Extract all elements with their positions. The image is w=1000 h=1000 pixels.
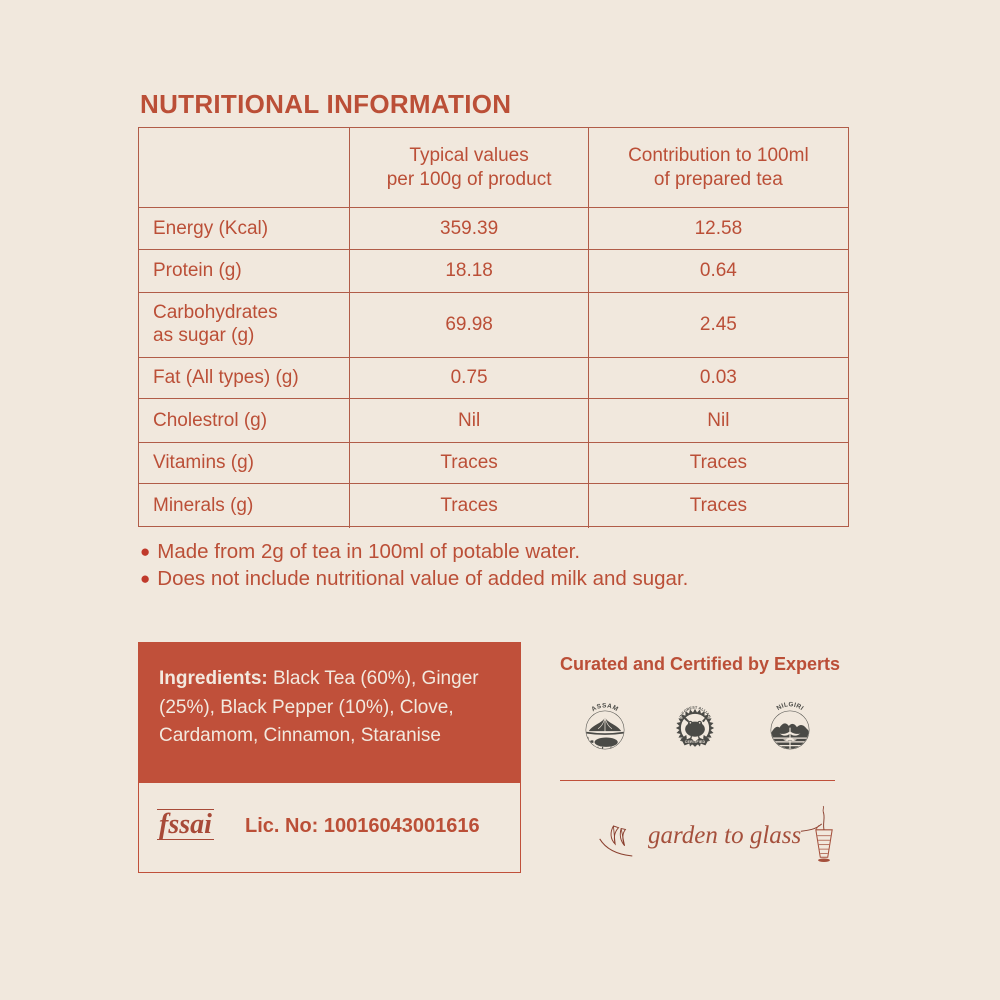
svg-text:CERTIFIED: CERTIFIED: [685, 740, 706, 744]
svg-text:ASSAM: ASSAM: [590, 702, 619, 713]
svg-text:NILGIRI: NILGIRI: [776, 701, 805, 712]
